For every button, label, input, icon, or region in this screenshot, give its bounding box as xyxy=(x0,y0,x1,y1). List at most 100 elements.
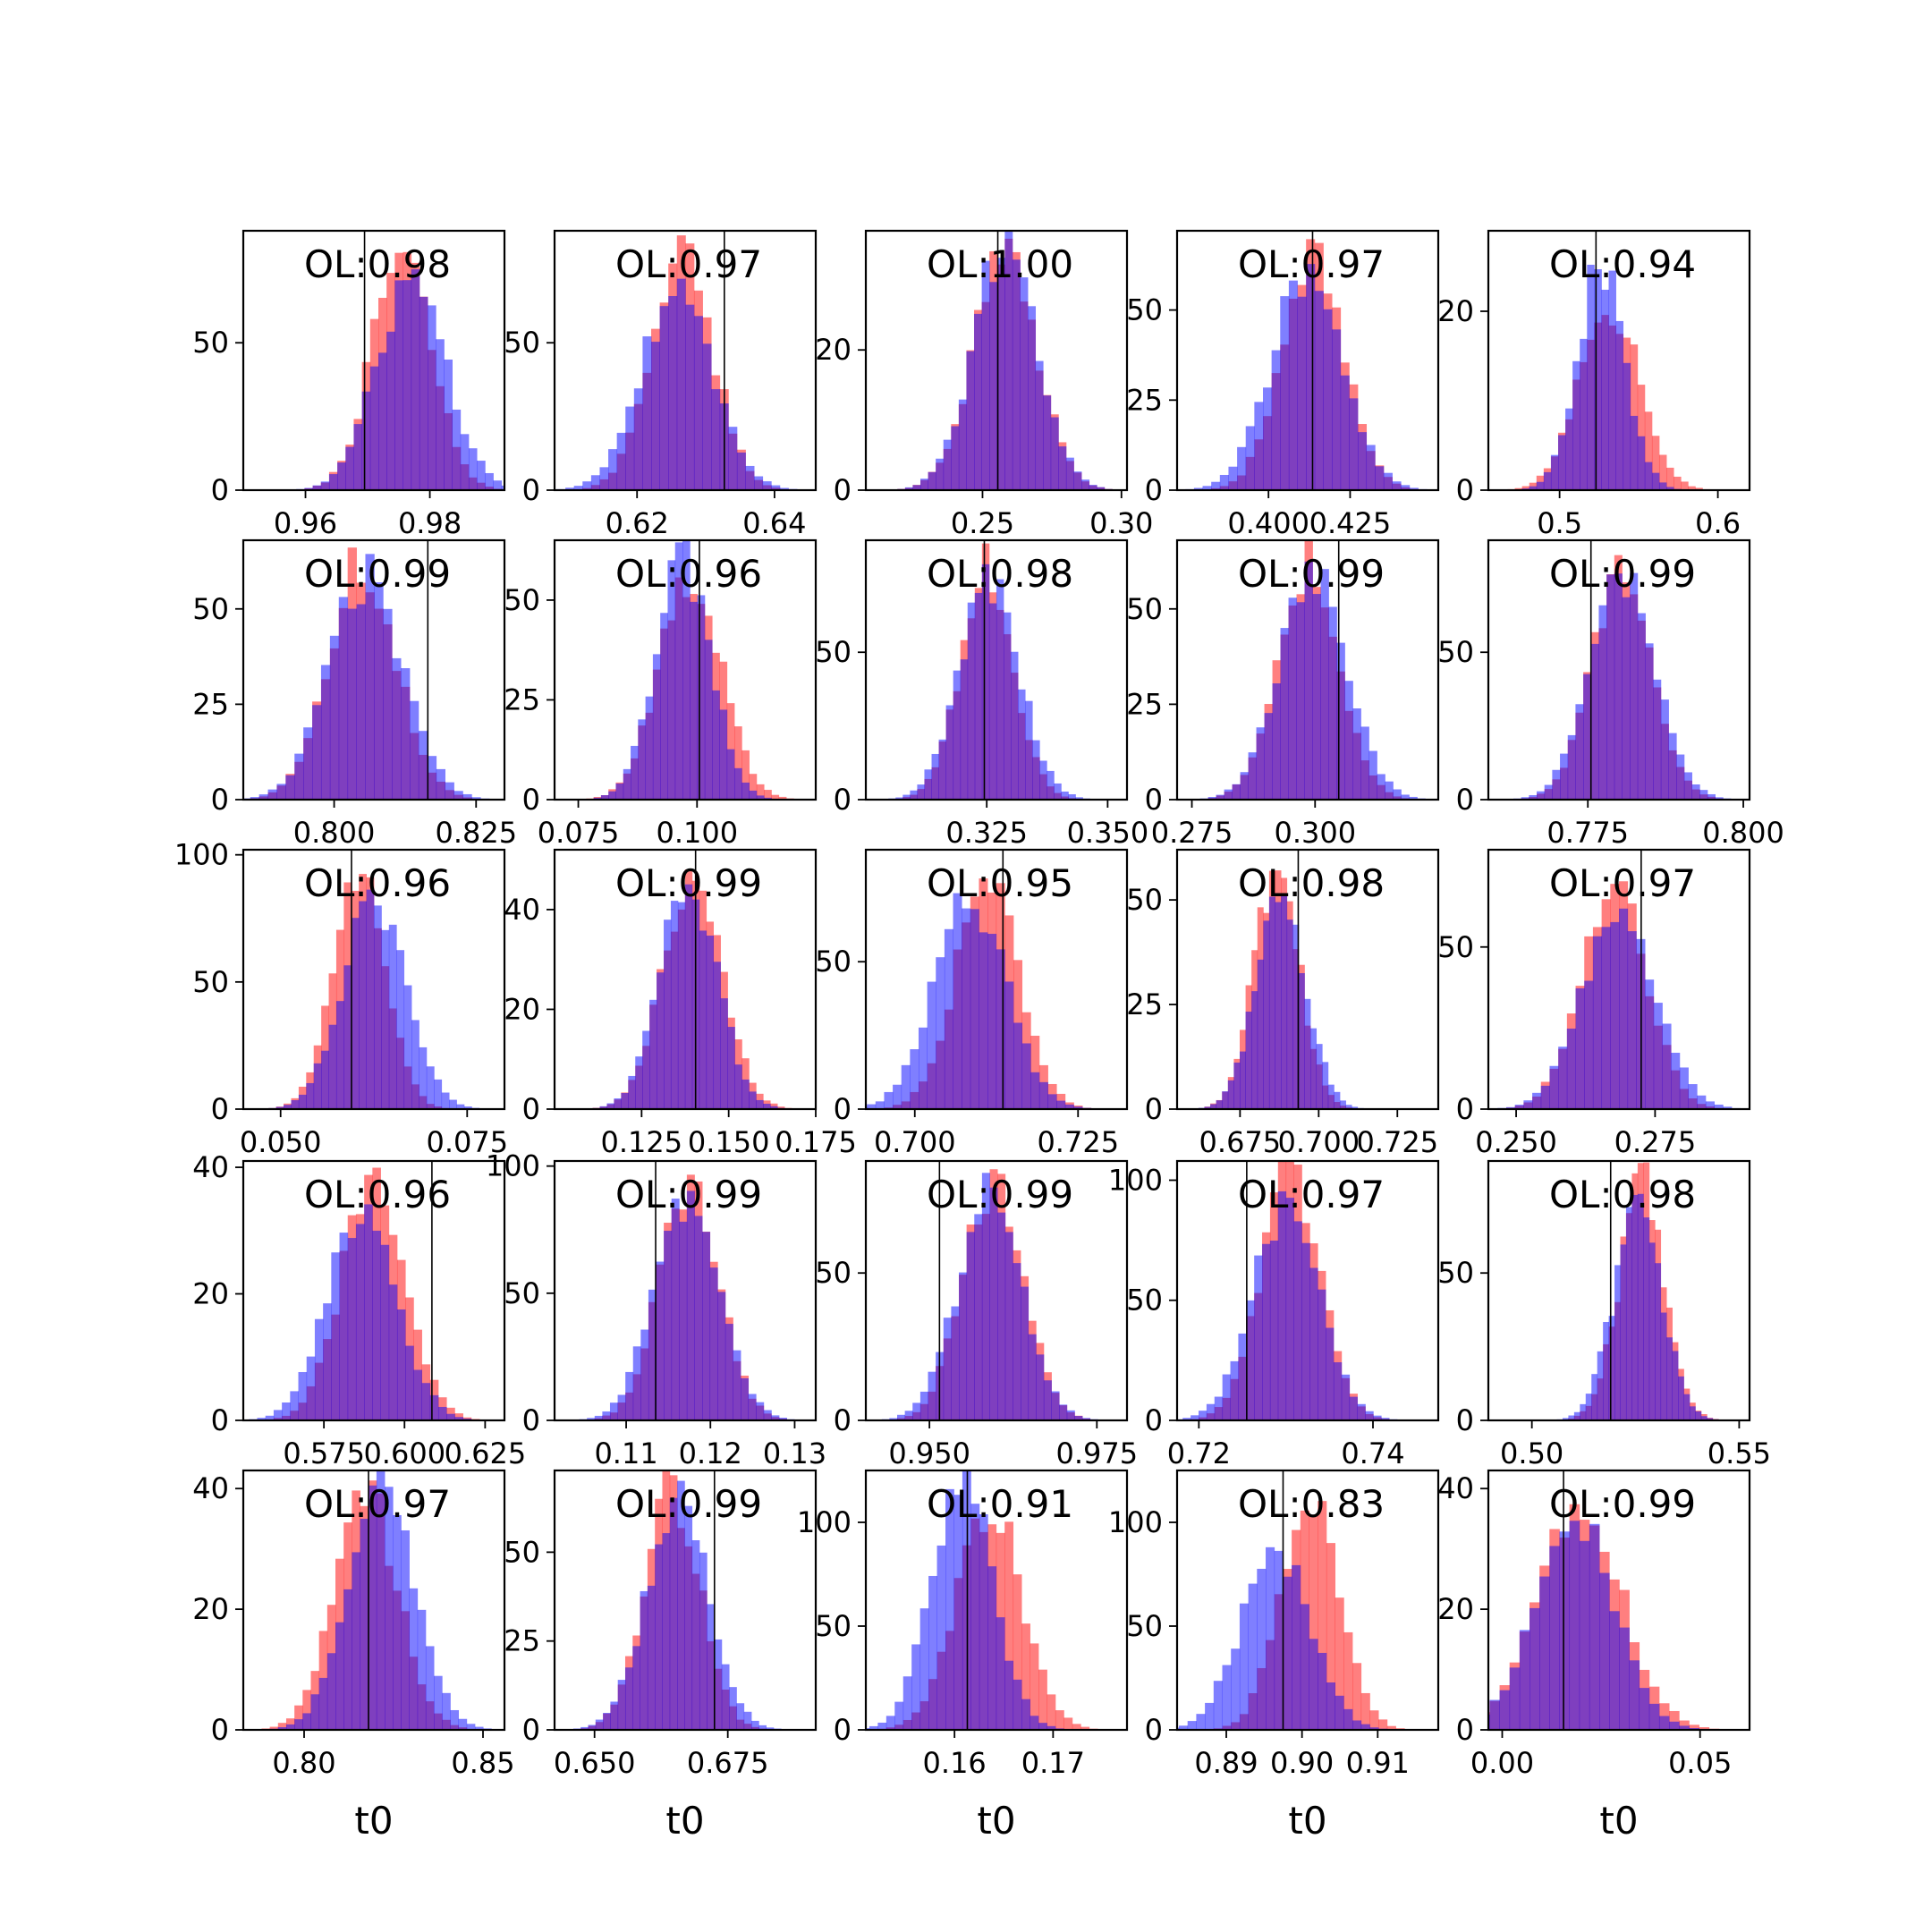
bar-blue xyxy=(1269,1241,1279,1420)
bar-blue xyxy=(1332,329,1342,490)
bar-blue xyxy=(460,434,470,490)
bar-blue xyxy=(936,1545,946,1730)
bar-blue xyxy=(275,1106,284,1109)
y-tick-label: 40 xyxy=(192,1150,229,1184)
x-tick-label: 0.25 xyxy=(951,506,1014,540)
bar-blue xyxy=(1360,726,1369,800)
bar-blue xyxy=(1409,487,1419,490)
bar-blue xyxy=(895,797,903,800)
bar-blue xyxy=(702,1232,711,1420)
bar-blue xyxy=(1365,1411,1374,1420)
bar-blue xyxy=(1322,1062,1329,1109)
bar-blue xyxy=(1082,1418,1091,1420)
bar-blue xyxy=(1228,466,1238,490)
bar-blue xyxy=(1028,1334,1037,1420)
bar-blue xyxy=(1043,395,1052,490)
x-tick-label: 0.85 xyxy=(451,1746,514,1780)
histogram-bars xyxy=(243,547,499,800)
bar-blue xyxy=(1257,959,1264,1109)
bar-blue xyxy=(669,1497,678,1730)
y-tick-label: 25 xyxy=(1126,987,1163,1021)
bar-blue xyxy=(616,432,626,490)
y-tick-label: 50 xyxy=(815,1609,852,1643)
bar-blue xyxy=(625,406,635,490)
bar-blue xyxy=(1660,699,1669,800)
bar-blue xyxy=(1035,360,1044,490)
bar-blue xyxy=(1630,415,1639,490)
x-tick-label: 0.62 xyxy=(606,506,669,540)
panel-4-4: 0 20 40 0.00 0.05 OL:0.99 t0 xyxy=(1437,1469,1751,1843)
bar-blue xyxy=(996,579,1004,800)
bar-blue xyxy=(724,1324,733,1420)
bar-blue xyxy=(1304,998,1311,1109)
panel-0-1: 0 50 0.62 0.64 OL:0.97 xyxy=(504,229,818,540)
panel-0-2: 0 20 0.25 0.30 OL:1.00 xyxy=(815,229,1153,540)
bar-blue xyxy=(1580,338,1588,490)
bar-blue xyxy=(1552,769,1561,800)
bar-blue xyxy=(1004,231,1013,490)
bar-blue xyxy=(458,1718,468,1730)
x-tick-label: 0.98 xyxy=(398,506,462,540)
bar-blue xyxy=(356,604,366,800)
y-tick-label: 50 xyxy=(815,945,852,979)
bar-blue xyxy=(603,1713,611,1730)
bar-blue xyxy=(1021,1286,1030,1420)
bar-blue xyxy=(1591,1374,1598,1420)
bar-blue xyxy=(1199,1411,1208,1420)
y-tick-label: 20 xyxy=(1437,1592,1474,1626)
bar-blue xyxy=(1572,360,1580,490)
bar-blue xyxy=(1608,270,1616,490)
bar-blue xyxy=(1357,432,1368,490)
bar-blue xyxy=(321,1050,329,1109)
bar-blue xyxy=(1292,924,1300,1109)
bar-blue xyxy=(452,409,462,490)
panel-2-1: 0 20 40 0.125 0.150 0.175 OL:0.99 xyxy=(504,848,857,1159)
bar-blue xyxy=(1369,1727,1379,1730)
bar-blue xyxy=(378,352,387,490)
overlap-label: OL:0.97 xyxy=(1238,1173,1385,1216)
bar-blue xyxy=(1368,750,1377,800)
y-tick-label: 0 xyxy=(1145,783,1163,817)
bar-blue xyxy=(1592,936,1603,1109)
overlap-label: OL:0.96 xyxy=(304,1173,451,1216)
overlap-label: OL:0.97 xyxy=(1238,242,1385,286)
bar-blue xyxy=(1562,1418,1569,1420)
y-tick-label: 50 xyxy=(815,1256,852,1290)
bar-blue xyxy=(1587,264,1595,490)
bar-blue xyxy=(267,789,277,800)
bar-blue xyxy=(974,313,982,490)
bar-blue xyxy=(392,657,402,800)
bar-blue xyxy=(997,1212,1006,1420)
bar-blue xyxy=(1318,1289,1326,1420)
axes-frame xyxy=(1487,1159,1751,1422)
bar-blue xyxy=(588,1724,597,1730)
x-tick-label: 0.700 xyxy=(874,1125,956,1159)
bar-blue xyxy=(1182,1418,1191,1420)
bar-red xyxy=(1063,1717,1073,1730)
bar-blue xyxy=(347,1238,357,1420)
bar-red xyxy=(1651,436,1660,490)
y-tick-label: 100 xyxy=(1108,1163,1163,1197)
bar-blue xyxy=(645,696,654,800)
bar-blue xyxy=(594,1415,603,1420)
bar-blue xyxy=(1565,408,1573,490)
bar-blue xyxy=(720,998,728,1109)
bar-blue xyxy=(1288,280,1298,490)
bar-blue xyxy=(294,1719,303,1730)
bar-blue xyxy=(1658,1716,1670,1730)
bar-blue xyxy=(928,471,936,490)
bar-blue xyxy=(328,474,338,490)
x-tick-label: 0.80 xyxy=(272,1746,335,1780)
bar-red xyxy=(1055,1710,1064,1730)
bar-red xyxy=(741,750,750,800)
bar-blue xyxy=(981,564,990,800)
y-tick-label: 0 xyxy=(522,473,540,507)
bar-blue xyxy=(1343,1708,1353,1730)
bar-blue xyxy=(1514,1105,1524,1109)
bar-blue xyxy=(1352,1720,1362,1730)
bar-blue xyxy=(927,981,936,1109)
bar-blue xyxy=(258,794,268,800)
bar-blue xyxy=(635,1056,643,1109)
bar-blue xyxy=(1238,1333,1247,1420)
axes-frame xyxy=(1175,538,1440,801)
